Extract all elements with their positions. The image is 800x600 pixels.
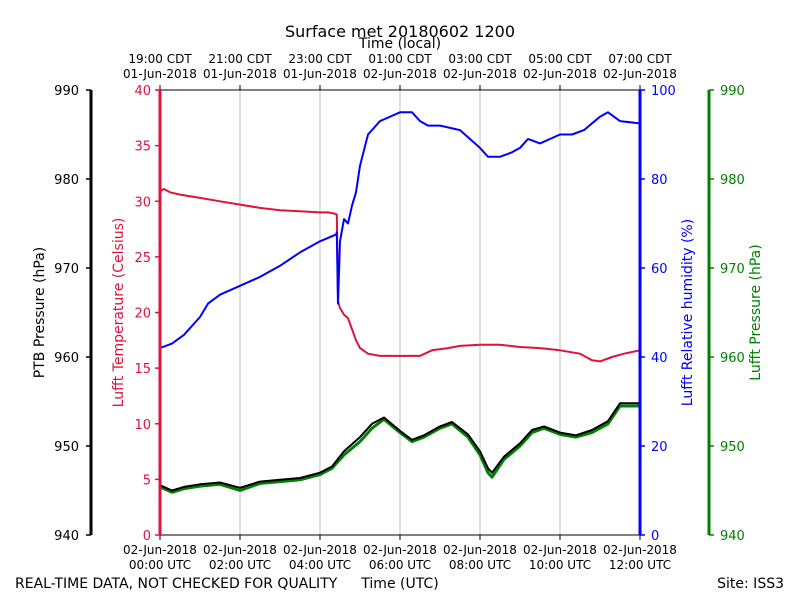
top-axis-label: Time (local) (358, 36, 441, 52)
grid-lines (239, 90, 561, 535)
series-lufft-temperature (159, 188, 641, 363)
bottom-tick-label: 02-Jun-2018 (283, 543, 357, 557)
axis-tick-label-temp: 15 (134, 362, 151, 377)
series-ptb-pressure (159, 402, 640, 492)
axis-tick-label-rh: 40 (651, 351, 668, 366)
top-tick-label: 05:00 CDT (528, 52, 592, 66)
bottom-tick-label: 02-Jun-2018 (523, 543, 597, 557)
axis-tick-label-temp: 0 (143, 529, 151, 544)
top-tick-label: 19:00 CDT (128, 52, 192, 66)
axis-tick-label-temp: 35 (134, 140, 151, 155)
top-tick-label: 01-Jun-2018 (283, 67, 357, 81)
axis-tick-label-ptb: 970 (54, 262, 79, 277)
axis-tick-label-temp: 25 (134, 251, 151, 266)
axis-tick-label-temp: 40 (134, 84, 151, 99)
top-tick-label: 01-Jun-2018 (123, 67, 197, 81)
top-tick-label: 01-Jun-2018 (203, 67, 277, 81)
bottom-tick-label: 02-Jun-2018 (203, 543, 277, 557)
top-tick-label: 07:00 CDT (608, 52, 672, 66)
axis-tick-label-ptb: 990 (54, 84, 79, 99)
bottom-tick-label: 06:00 UTC (369, 558, 431, 572)
axis-tick-label-lufft_p: 970 (720, 262, 745, 277)
axis-tick-label-rh: 20 (651, 440, 668, 455)
axis-tick-label-temp: 20 (134, 307, 151, 322)
axis-tick-label-ptb: 960 (54, 351, 79, 366)
bottom-tick-label: 02:00 UTC (209, 558, 271, 572)
axis-tick-label-temp: 10 (134, 418, 151, 433)
bottom-tick-label: 12:00 UTC (609, 558, 671, 572)
top-tick-label: 03:00 CDT (448, 52, 512, 66)
axis-tick-label-temp: 30 (134, 195, 151, 210)
axis-title-ptb: PTB Pressure (hPa) (32, 247, 48, 378)
series-lufft-pressure (159, 404, 640, 494)
axis-title-temp: Lufft Temperature (Celsius) (111, 218, 127, 408)
axis-tick-label-rh: 60 (651, 262, 668, 277)
axis-tick-label-lufft_p: 940 (720, 529, 745, 544)
bottom-tick-label: 04:00 UTC (289, 558, 351, 572)
bottom-tick-label: 02-Jun-2018 (603, 543, 677, 557)
bottom-axis-label: Time (UTC) (360, 576, 438, 592)
top-tick-label: 02-Jun-2018 (363, 67, 437, 81)
axis-tick-label-lufft_p: 980 (720, 173, 745, 188)
series-lufft-relative-humidity (159, 111, 641, 350)
bottom-tick-label: 10:00 UTC (529, 558, 591, 572)
top-tick-label: 02-Jun-2018 (603, 67, 677, 81)
top-tick-label: 02-Jun-2018 (523, 67, 597, 81)
axis-tick-label-ptb: 980 (54, 173, 79, 188)
top-tick-label: 01:00 CDT (368, 52, 432, 66)
bottom-tick-label: 08:00 UTC (449, 558, 511, 572)
axis-tick-label-temp: 5 (143, 473, 151, 488)
axis-tick-label-ptb: 950 (54, 440, 79, 455)
bottom-tick-label: 00:00 UTC (129, 558, 191, 572)
axis-tick-label-lufft_p: 960 (720, 351, 745, 366)
axis-tick-label-rh: 0 (651, 529, 659, 544)
axis-tick-label-ptb: 940 (54, 529, 79, 544)
axis-title-rh: Lufft Relative humidity (%) (680, 219, 696, 406)
axis-tick-label-lufft_p: 990 (720, 84, 745, 99)
footer-warning: REAL-TIME DATA, NOT CHECKED FOR QUALITY (15, 576, 338, 592)
axis-tick-label-lufft_p: 950 (720, 440, 745, 455)
footer-site: Site: ISS3 (717, 576, 784, 592)
axis-tick-label-rh: 80 (651, 173, 668, 188)
bottom-tick-label: 02-Jun-2018 (123, 543, 197, 557)
axis-title-lufft_p: Lufft Pressure (hPa) (748, 244, 764, 380)
bottom-tick-label: 02-Jun-2018 (443, 543, 517, 557)
top-tick-label: 23:00 CDT (288, 52, 352, 66)
axis-tick-label-rh: 100 (651, 84, 676, 99)
series-layer (159, 111, 641, 494)
chart-title: Surface met 20180602 1200 (285, 22, 515, 41)
top-tick-label: 02-Jun-2018 (443, 67, 517, 81)
bottom-tick-label: 02-Jun-2018 (363, 543, 437, 557)
top-tick-label: 21:00 CDT (208, 52, 272, 66)
